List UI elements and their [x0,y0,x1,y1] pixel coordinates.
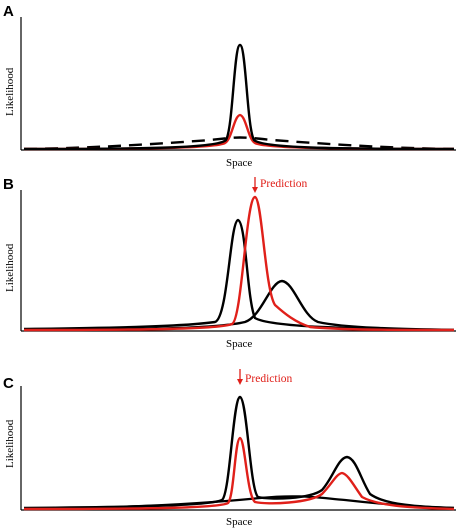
panel-a-red-curve [23,113,455,151]
panel-b-black-curve-left [23,218,455,332]
panel-c: C Likelihood Space Prediction [3,369,456,528]
panel-c-red-curve [23,436,455,511]
panel-b-letter: B [3,176,14,193]
panel-b-ylabel: Likelihood [4,243,16,292]
panel-a-letter: A [3,3,14,20]
panel-c-prediction-label: Prediction [245,373,293,385]
panel-b: B Likelihood Space Prediction [3,176,456,350]
panel-a-black-curve [23,43,455,151]
panel-c-xlabel: Space [226,516,252,528]
panel-b-prediction-arrowhead [252,187,258,193]
panel-c-ylabel: Likelihood [4,419,16,468]
panel-a-xlabel: Space [226,157,252,169]
panel-a: A Likelihood Space [3,3,456,169]
panel-c-prediction-arrowhead [237,379,243,385]
panel-a-dashed-curve [23,136,455,151]
panel-a-ylabel: Likelihood [4,67,16,116]
panel-c-letter: C [3,375,14,392]
panel-c-black-curve [23,395,455,510]
panel-b-prediction-label: Prediction [260,178,308,190]
panel-b-red-curve [23,195,455,332]
panel-b-xlabel: Space [226,338,252,350]
